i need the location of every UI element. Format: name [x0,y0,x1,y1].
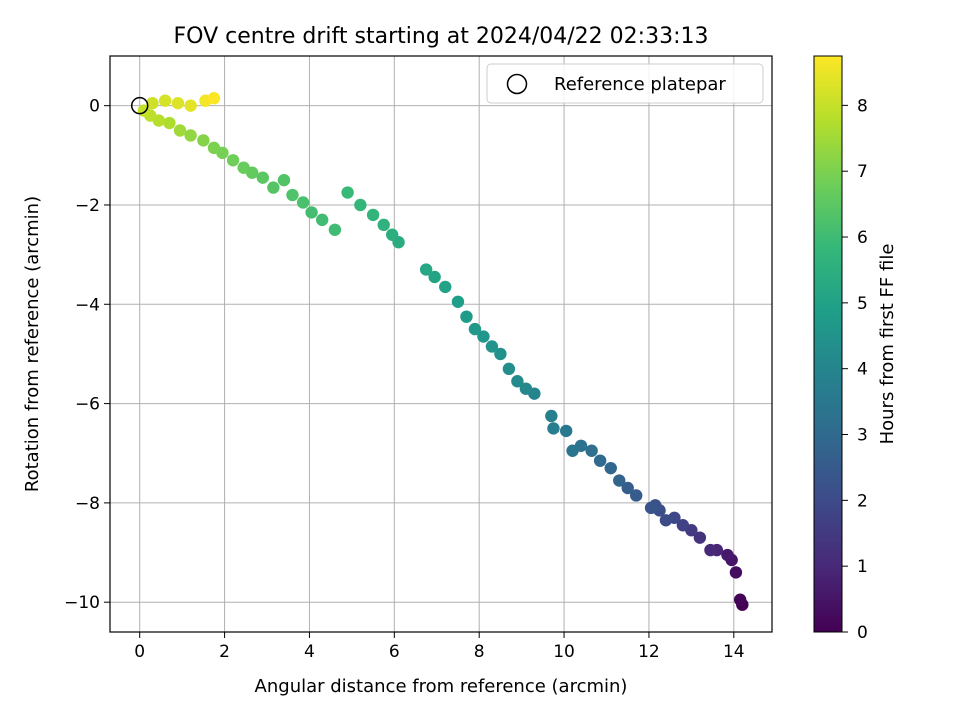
data-point [604,461,617,475]
data-point [146,96,159,110]
data-point [184,129,197,142]
data-point [519,382,533,395]
data-point [585,444,598,457]
x-tick-label: 8 [474,642,485,662]
x-tick-label: 12 [638,642,660,662]
x-tick-label: 14 [723,642,745,662]
data-point [267,181,280,194]
data-point [207,141,221,155]
chart-title: FOV centre drift starting at 2024/04/22 … [174,24,709,49]
legend: Reference platepar [486,63,764,104]
data-point [163,116,176,130]
data-point [721,548,734,562]
data-point [451,295,465,308]
data-point [428,270,441,284]
x-tick-label: 0 [134,642,145,662]
data-point [315,213,329,227]
data-point [439,280,452,294]
data-point [237,161,250,174]
data-point [729,566,743,579]
plot-frame [109,55,773,633]
x-axis-label: Angular distance from reference (arcmin) [255,676,628,697]
data-point [693,531,707,544]
data-point [659,514,673,527]
colorbar-tick-label: 8 [857,96,868,116]
gridlines [110,56,772,632]
colorbar-tick-label: 7 [857,162,868,182]
reference-platepar-marker [130,96,149,115]
data-point [184,99,197,112]
data-point [502,362,516,376]
data-point [173,124,187,137]
data-points [130,92,749,611]
data-point [277,173,291,187]
legend-reference-marker [506,73,528,95]
legend-label: Reference platepar [554,74,726,95]
data-point [644,501,658,515]
data-point [566,444,579,457]
colorbar-label: Hours from first FF file [877,244,898,445]
data-point [328,223,342,236]
colorbar-tick-label: 0 [857,623,868,643]
colorbar-ticks: 0 1 2 3 4 5 6 7 8 [842,96,868,643]
data-point [593,454,607,467]
y-tick-label: 0 [89,97,100,117]
data-point [377,218,390,232]
data-point [733,593,747,606]
y-tick-label: −2 [75,196,100,216]
x-tick-label: 4 [304,642,315,662]
y-axis-label: Rotation from reference (arcmin) [22,196,43,492]
colorbar-tick-label: 5 [857,294,868,314]
data-point [676,519,690,532]
colorbar: 0 1 2 3 4 5 6 7 8 Hours from first FF file [813,55,898,643]
colorbar-tick-label: 3 [857,426,868,446]
data-point [341,186,354,199]
data-point [460,310,473,323]
colorbar-tick-label: 2 [857,491,868,511]
data-point [207,92,221,105]
colorbar-tick-label: 4 [857,360,868,380]
data-point [385,228,399,241]
data-point [485,340,499,353]
data-point [171,96,185,110]
data-point [286,188,299,202]
data-point [197,134,210,147]
y-axis-ticks: 0 −2 −4 −6 −8 −10 [64,97,110,613]
x-axis-ticks: 0 2 4 6 8 10 12 14 [134,632,745,662]
data-point [630,489,643,502]
data-point [226,154,240,167]
x-tick-label: 6 [389,642,400,662]
y-tick-label: −6 [75,395,100,415]
data-point [419,263,433,276]
y-tick-label: −10 [64,593,100,613]
colorbar-tick-label: 6 [857,228,868,248]
data-point [296,196,310,209]
data-point [354,198,367,212]
legend-box [486,63,764,104]
data-point [494,347,507,361]
data-point [621,481,634,495]
data-point [477,330,490,343]
data-point [559,424,573,438]
plot-area [109,55,773,633]
data-point [256,171,269,184]
y-tick-label: −4 [75,295,100,315]
data-point [305,206,318,219]
data-point [158,94,172,107]
data-point [704,543,717,557]
data-point [545,409,558,423]
x-tick-label: 2 [219,642,230,662]
data-point [468,322,482,336]
y-tick-label: −8 [75,494,100,514]
data-point [366,208,380,222]
x-tick-label: 10 [553,642,575,662]
colorbar-tick-label: 1 [857,557,868,577]
data-point [613,474,626,487]
colorbar-gradient [813,55,843,633]
data-point [511,375,524,388]
data-point [547,422,560,435]
